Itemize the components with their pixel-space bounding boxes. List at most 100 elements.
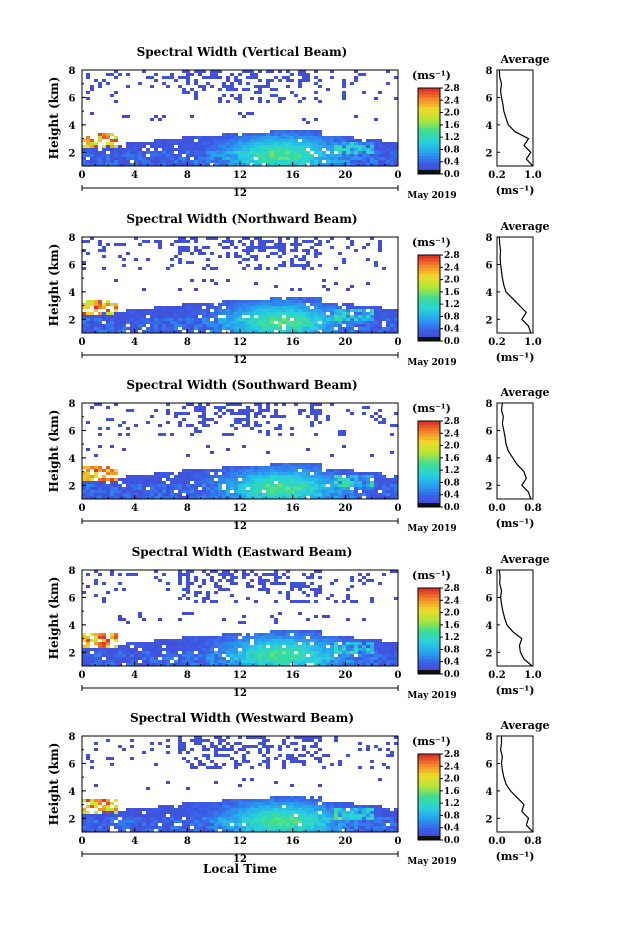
heatmap-cell bbox=[238, 403, 242, 406]
heatmap-cell bbox=[290, 481, 294, 484]
heatmap-cell bbox=[182, 418, 186, 421]
heatmap-cell bbox=[362, 475, 366, 478]
heatmap-cell bbox=[266, 433, 270, 436]
heatmap-cell bbox=[278, 648, 282, 651]
heatmap-cell bbox=[218, 639, 222, 642]
heatmap-cell bbox=[178, 139, 182, 142]
heatmap-cell bbox=[202, 814, 206, 817]
heatmap-cell bbox=[346, 151, 350, 154]
heatmap-cell bbox=[318, 636, 322, 639]
heatmap-cell bbox=[378, 421, 382, 424]
heatmap-cell bbox=[178, 573, 182, 576]
heatmap-cell bbox=[314, 654, 318, 657]
heatmap-cell bbox=[302, 472, 306, 475]
heatmap-cell bbox=[270, 493, 274, 496]
heatmap-cell bbox=[270, 478, 274, 481]
heatmap-cell bbox=[130, 739, 134, 742]
heatmap-cell bbox=[342, 79, 346, 82]
heatmap-cell bbox=[266, 79, 270, 82]
heatmap-cell bbox=[118, 424, 122, 427]
heatmap-cell bbox=[102, 163, 106, 166]
heatmap-cell bbox=[298, 318, 302, 321]
heatmap-cell bbox=[346, 493, 350, 496]
colorbar-segment bbox=[418, 482, 440, 486]
heatmap-cell bbox=[194, 94, 198, 97]
heatmap-cell bbox=[98, 823, 102, 826]
heatmap-cell bbox=[266, 829, 270, 832]
heatmap-cell bbox=[370, 154, 374, 157]
heatmap-cell bbox=[270, 663, 274, 666]
heatmap-cell bbox=[214, 663, 218, 666]
heatmap-cell bbox=[210, 636, 214, 639]
heatmap-cell bbox=[162, 475, 166, 478]
heatmap-cell bbox=[374, 639, 378, 642]
heatmap-cell bbox=[198, 252, 202, 255]
heatmap-cell bbox=[234, 88, 238, 91]
heatmap-cell bbox=[102, 799, 106, 802]
heatmap-cell bbox=[158, 645, 162, 648]
heatmap-cell bbox=[230, 424, 234, 427]
heatmap-cell bbox=[314, 415, 318, 418]
heatmap-cell bbox=[178, 249, 182, 252]
heatmap-cell bbox=[250, 112, 254, 115]
heatmap-cell bbox=[302, 478, 306, 481]
heatmap-cell bbox=[370, 475, 374, 478]
heatmap-cell bbox=[214, 321, 218, 324]
heatmap-cell bbox=[102, 829, 106, 832]
heatmap-cell bbox=[302, 133, 306, 136]
heatmap-cell bbox=[122, 648, 126, 651]
heatmap-cell bbox=[282, 309, 286, 312]
heatmap-cell bbox=[322, 303, 326, 306]
heatmap-cell bbox=[122, 324, 126, 327]
colorbar-segment bbox=[418, 298, 440, 302]
heatmap-cell bbox=[182, 237, 186, 240]
heatmap-cell bbox=[334, 636, 338, 639]
colorbar-tick-label: 2.0 bbox=[444, 442, 460, 452]
heatmap-cell bbox=[394, 330, 398, 333]
heatmap-cell bbox=[226, 300, 230, 303]
heatmap-cell bbox=[394, 154, 398, 157]
heatmap-cell bbox=[318, 657, 322, 660]
heatmap-cell bbox=[370, 642, 374, 645]
heatmap-cell bbox=[198, 493, 202, 496]
heatmap-cell bbox=[178, 330, 182, 333]
heatmap-cell bbox=[342, 487, 346, 490]
heatmap-cell bbox=[242, 576, 246, 579]
heatmap-cell bbox=[198, 160, 202, 163]
heatmap-cell bbox=[266, 484, 270, 487]
heatmap-cell bbox=[374, 309, 378, 312]
heatmap-cell bbox=[86, 481, 90, 484]
heatmap-cell bbox=[214, 139, 218, 142]
heatmap-cell bbox=[314, 645, 318, 648]
heatmap-cell bbox=[370, 654, 374, 657]
heatmap-cell bbox=[230, 475, 234, 478]
heatmap-cell bbox=[182, 642, 186, 645]
heatmap-cell bbox=[250, 327, 254, 330]
heatmap-cell bbox=[146, 142, 150, 145]
heatmap-cell bbox=[310, 639, 314, 642]
heatmap-cell bbox=[286, 478, 290, 481]
heatmap-cell bbox=[254, 799, 258, 802]
heatmap-cell bbox=[366, 639, 370, 642]
heatmap-cell bbox=[138, 145, 142, 148]
heatmap-cell bbox=[382, 327, 386, 330]
colorbar: 0.00.40.81.21.62.02.42.8 bbox=[417, 251, 460, 347]
heatmap-cell bbox=[246, 148, 250, 151]
heatmap-cell bbox=[190, 811, 194, 814]
x-tick-label: 12 bbox=[233, 337, 247, 348]
heatmap-cell bbox=[218, 157, 222, 160]
heatmap-cell bbox=[374, 306, 378, 309]
heatmap-cell bbox=[294, 481, 298, 484]
heatmap-cell bbox=[302, 636, 306, 639]
heatmap-cell bbox=[330, 312, 334, 315]
heatmap-cell bbox=[138, 814, 142, 817]
heatmap-cell bbox=[306, 264, 310, 267]
heatmap-cell bbox=[350, 600, 354, 603]
heatmap-cell bbox=[350, 157, 354, 160]
heatmap-cell bbox=[242, 145, 246, 148]
heatmap-cell bbox=[126, 573, 130, 576]
heatmap-cell bbox=[378, 160, 382, 163]
heatmap-cell bbox=[142, 496, 146, 499]
heatmap-cell bbox=[294, 472, 298, 475]
heatmap-cell bbox=[318, 409, 322, 412]
